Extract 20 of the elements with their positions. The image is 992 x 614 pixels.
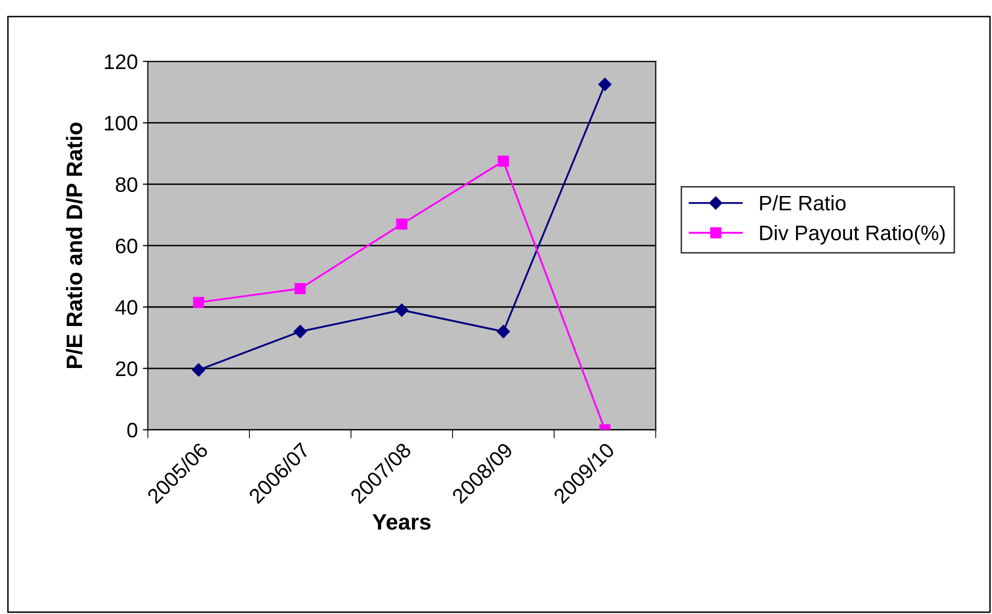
y-tick-label: 60 bbox=[116, 238, 138, 254]
point bbox=[193, 296, 204, 308]
point bbox=[496, 324, 510, 338]
y-tick-label: 20 bbox=[116, 361, 138, 376]
point bbox=[395, 303, 408, 317]
y-tick-label: 40 bbox=[115, 300, 138, 315]
point bbox=[294, 324, 307, 338]
point bbox=[192, 363, 206, 377]
legend-label: Div Payout Ratio(%) bbox=[760, 225, 945, 244]
y-axis-title: P/E Ratio and D/P Ratio bbox=[66, 122, 82, 368]
point bbox=[294, 283, 306, 294]
y-tick-label: 100 bbox=[104, 116, 138, 131]
y-tick-label: 80 bbox=[116, 177, 138, 192]
y-tick-label: 0 bbox=[127, 422, 138, 438]
legend-label: P/E Ratio bbox=[760, 195, 846, 210]
point bbox=[396, 218, 408, 230]
x-axis-title: Years bbox=[372, 514, 431, 530]
y-tick-label: 120 bbox=[104, 54, 138, 70]
point bbox=[498, 156, 509, 167]
point bbox=[598, 78, 612, 92]
